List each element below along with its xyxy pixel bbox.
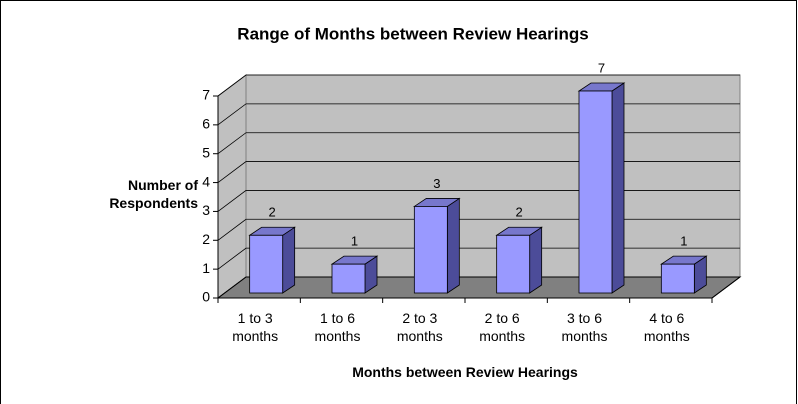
bar — [249, 234, 284, 294]
bar-side — [446, 197, 460, 294]
grid-line — [217, 103, 740, 126]
bar — [496, 234, 531, 294]
floor-edge — [711, 276, 741, 299]
y-tick-label: 6 — [202, 116, 210, 132]
data-label: 2 — [269, 205, 276, 220]
data-label: 3 — [433, 176, 440, 191]
grid-line — [217, 247, 740, 270]
grid-line — [217, 132, 740, 155]
bar — [660, 263, 695, 294]
y-axis-label: Number of Respondents — [109, 177, 198, 211]
y-tick-label: 2 — [202, 231, 210, 247]
bar-side — [611, 82, 625, 294]
grid-line — [217, 190, 740, 212]
x-tick-label: 3 to 6 months — [561, 310, 608, 344]
side-wall — [217, 74, 247, 299]
data-label: 1 — [680, 234, 687, 249]
chart-title: Range of Months between Review Hearings — [237, 24, 588, 43]
bar — [578, 90, 613, 294]
y-tick-label: 7 — [202, 87, 210, 103]
y-tick-label: 0 — [202, 289, 210, 305]
data-label: 7 — [598, 60, 605, 75]
y-tick-label: 3 — [202, 202, 210, 218]
x-tick-label: 2 to 6 months — [479, 310, 526, 344]
bar — [413, 206, 448, 294]
grid-line — [217, 161, 740, 183]
bar-side — [282, 226, 296, 294]
y-tick-label: 1 — [202, 260, 210, 276]
grid-line — [217, 276, 740, 299]
grid-line — [217, 74, 740, 97]
bar — [331, 263, 366, 294]
back-wall — [245, 74, 741, 278]
grid-line — [217, 218, 740, 241]
x-tick-label: 1 to 6 months — [314, 310, 361, 344]
y-tick-label: 5 — [202, 144, 210, 160]
bar-side — [529, 226, 543, 294]
x-tick-label: 2 to 3 months — [396, 310, 443, 344]
x-axis-label: Months between Review Hearings — [352, 364, 578, 380]
data-label: 2 — [516, 205, 523, 220]
x-tick-label: 1 to 3 months — [232, 310, 279, 344]
data-label: 1 — [351, 234, 358, 249]
x-tick-label: 4 to 6 months — [643, 310, 690, 344]
y-tick-label: 4 — [202, 173, 210, 189]
